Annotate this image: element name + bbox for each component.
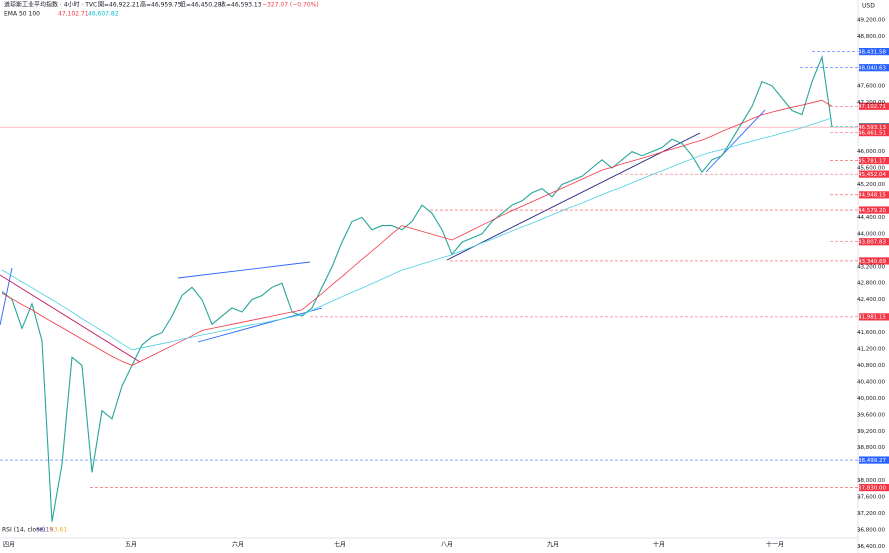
level-label: 46,461.51	[858, 130, 886, 136]
ohlc-value: 收=46,593.13	[220, 1, 262, 9]
level-label: 47,102.71	[858, 104, 886, 110]
level-tag	[859, 257, 889, 265]
level-tag	[859, 170, 889, 178]
level-label: 43,340.69	[858, 259, 886, 265]
y-tick-label: 40,800.00	[857, 363, 885, 369]
series-line	[1, 99, 833, 366]
x-tick-label: 六月	[232, 541, 244, 549]
y-tick-label: 39,200.00	[857, 429, 885, 435]
y-tick-label: 38,000.00	[857, 478, 885, 484]
indicator: EMA 50 100	[4, 11, 40, 18]
level-label: 48,040.63	[858, 65, 886, 71]
rsi-value: 53.61	[50, 527, 67, 534]
level-tag	[859, 48, 889, 56]
y-tick-label: 42,400.00	[857, 297, 885, 303]
trend-line	[197, 307, 323, 343]
indicator-value: 47,102.71	[58, 11, 89, 18]
y-tick-label: 47,200.00	[857, 100, 885, 106]
level-label: 37,830.00	[858, 485, 886, 491]
level-label: 48,431.58	[858, 49, 886, 55]
level-tag	[859, 129, 889, 137]
level-label: 38,499.27	[858, 458, 886, 464]
trend-line	[0, 267, 13, 326]
level-tag	[859, 123, 889, 131]
series	[1, 54, 833, 522]
y-tick-label: 39,600.00	[857, 412, 885, 418]
level-tag	[859, 313, 889, 321]
ohlc: 開=46,922.21 高=46,959.75低=46,450.28收=46,59…	[98, 1, 319, 9]
rsi-label: RSI (14, close)	[2, 527, 45, 534]
y-tick-label: 45,200.00	[857, 182, 885, 188]
trend-line	[705, 109, 766, 173]
y-tick-label: 49,200.00	[857, 18, 885, 24]
y-tick-label: 37,200.00	[857, 511, 885, 517]
level-label: 44,948.15	[858, 193, 886, 199]
ohlc-value: 開=46,922.21	[98, 2, 140, 9]
ohlc-value: −327.07 (−0.70%)	[262, 2, 319, 9]
x-tick-label: 四月	[3, 542, 15, 549]
ohlc-value: 低=46,450.28	[180, 1, 222, 9]
x-tick-label: 七月	[334, 541, 346, 549]
ohlc-value: 高=46,959.75	[140, 1, 182, 9]
x-tick-label: 五月	[125, 542, 137, 549]
level-tag	[859, 483, 889, 492]
x-tick-label: 十月	[653, 541, 665, 549]
y-tick-label: 44,400.00	[857, 215, 885, 221]
chart-title: 道琼斯工业平均指数 · 4小时 · TVC	[4, 1, 97, 9]
y-tick-label: 37,600.00	[857, 495, 885, 501]
trend-line	[0, 274, 141, 363]
level-label: 44,579.20	[858, 208, 886, 214]
trend-lines	[0, 109, 766, 363]
level-tag	[859, 191, 889, 199]
y-tick-label: 44,000.00	[857, 231, 885, 237]
y-tick-label: 47,600.00	[857, 83, 885, 89]
level-tag	[859, 102, 889, 110]
levels: 48,431.5848,040.6347,102.7146,607.8246,5…	[0, 48, 889, 491]
y-tick-label: 46,000.00	[857, 149, 885, 155]
rsi-value: 38.19	[36, 527, 53, 534]
level-tag	[859, 156, 889, 165]
y-axis: 49,200.00 48,800.00 47,600.00 47,200.00 46,0…	[857, 18, 885, 550]
y-tick-label: 43,200.00	[857, 264, 885, 270]
y-tick-label: 41,200.00	[857, 347, 885, 353]
level-tag	[859, 206, 889, 214]
level-label: 45,781.17	[858, 158, 886, 164]
x-tick-label: 十一月	[766, 541, 784, 549]
trend-line	[446, 132, 701, 261]
y-tick-label: 38,800.00	[857, 445, 885, 451]
y-tick-label: 36,800.00	[857, 527, 885, 533]
x-axis: 四月 五月 六月 七月 八月 九月 十月 十一月	[3, 541, 784, 549]
y-tick-label: 40,000.00	[857, 396, 885, 402]
y-tick-label: 36,400.00	[857, 544, 885, 550]
series-line	[1, 117, 833, 351]
trend-line	[177, 261, 311, 279]
y-tick-label: 41,600.00	[857, 330, 885, 336]
level-label: 43,807.83	[858, 240, 886, 246]
x-tick-label: 八月	[441, 542, 453, 549]
x-tick-label: 九月	[547, 541, 559, 549]
level-tag	[859, 64, 889, 72]
y-tick-label: 42,800.00	[857, 281, 885, 287]
indicator-value: 46,607.82	[88, 11, 119, 18]
y-tick-label: 40,400.00	[857, 379, 885, 385]
level-label: 46,593.13	[858, 125, 886, 131]
level-tag	[859, 238, 889, 246]
level-label: 45,452.04	[858, 172, 886, 178]
y-tick-label: 48,800.00	[857, 34, 885, 40]
level-label: 41,981.15	[858, 315, 886, 321]
y-tick-label: 45,600.00	[857, 166, 885, 172]
currency: USD	[862, 3, 875, 10]
level-tag	[859, 456, 889, 464]
